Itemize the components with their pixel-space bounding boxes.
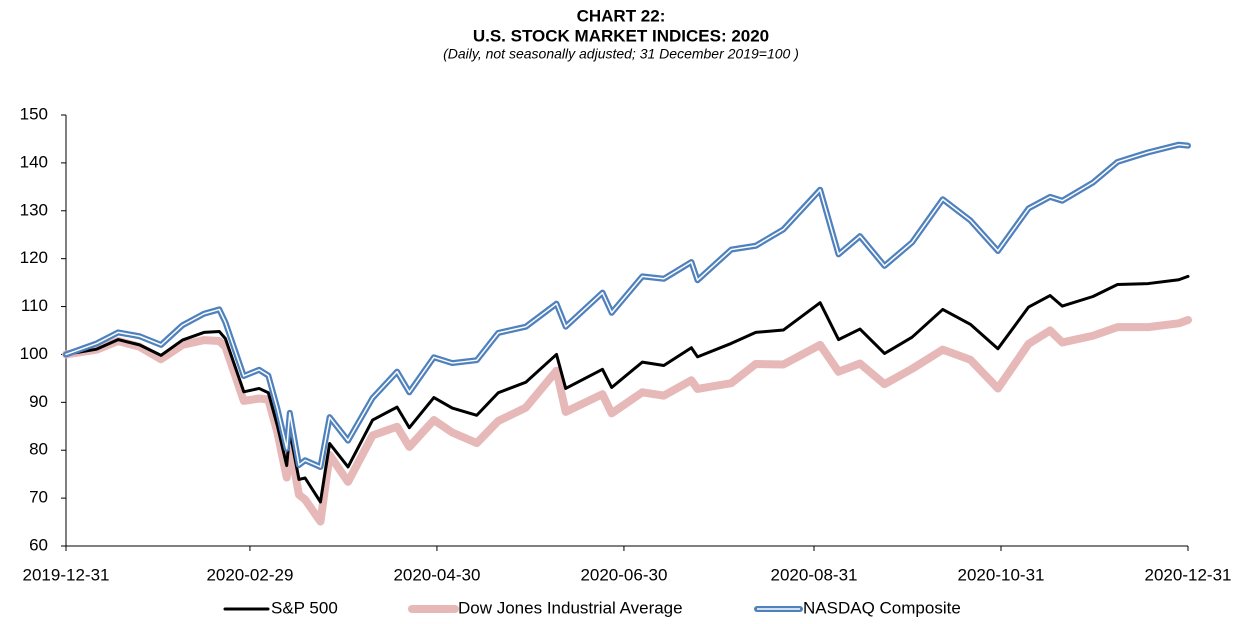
x-tick-label: 2020-06-30 bbox=[580, 565, 667, 584]
y-tick-label: 80 bbox=[29, 440, 48, 459]
legend-label: Dow Jones Industrial Average bbox=[458, 598, 683, 617]
y-tick-label: 130 bbox=[20, 200, 48, 219]
y-tick-label: 140 bbox=[20, 152, 48, 171]
series-line bbox=[62, 315, 1192, 526]
x-tick-label: 2020-02-29 bbox=[206, 565, 293, 584]
x-tick-label: 2020-10-31 bbox=[958, 565, 1045, 584]
y-tick-label: 150 bbox=[20, 104, 48, 123]
chart-title: CHART 22: bbox=[577, 6, 666, 25]
y-tick-label: 90 bbox=[29, 392, 48, 411]
x-tick-label: 2020-08-31 bbox=[771, 565, 858, 584]
x-tick-label: 2019-12-31 bbox=[23, 565, 110, 584]
legend-label: NASDAQ Composite bbox=[803, 598, 961, 617]
x-tick-label: 2020-04-30 bbox=[393, 565, 480, 584]
chart-title: U.S. STOCK MARKET INDICES: 2020 bbox=[473, 26, 769, 45]
series-line bbox=[64, 274, 1190, 504]
x-tick-label: 2020-12-31 bbox=[1145, 565, 1232, 584]
series-line bbox=[63, 141, 1191, 470]
legend-label: S&P 500 bbox=[271, 598, 338, 617]
y-tick-label: 100 bbox=[20, 344, 48, 363]
y-tick-label: 110 bbox=[21, 296, 48, 315]
y-tick-label: 120 bbox=[20, 248, 48, 267]
y-tick-label: 60 bbox=[29, 535, 48, 554]
chart-subtitle: (Daily, not seasonally adjusted; 31 Dece… bbox=[443, 46, 799, 62]
y-tick-label: 70 bbox=[29, 488, 48, 507]
series-line-inner bbox=[65, 143, 1189, 468]
